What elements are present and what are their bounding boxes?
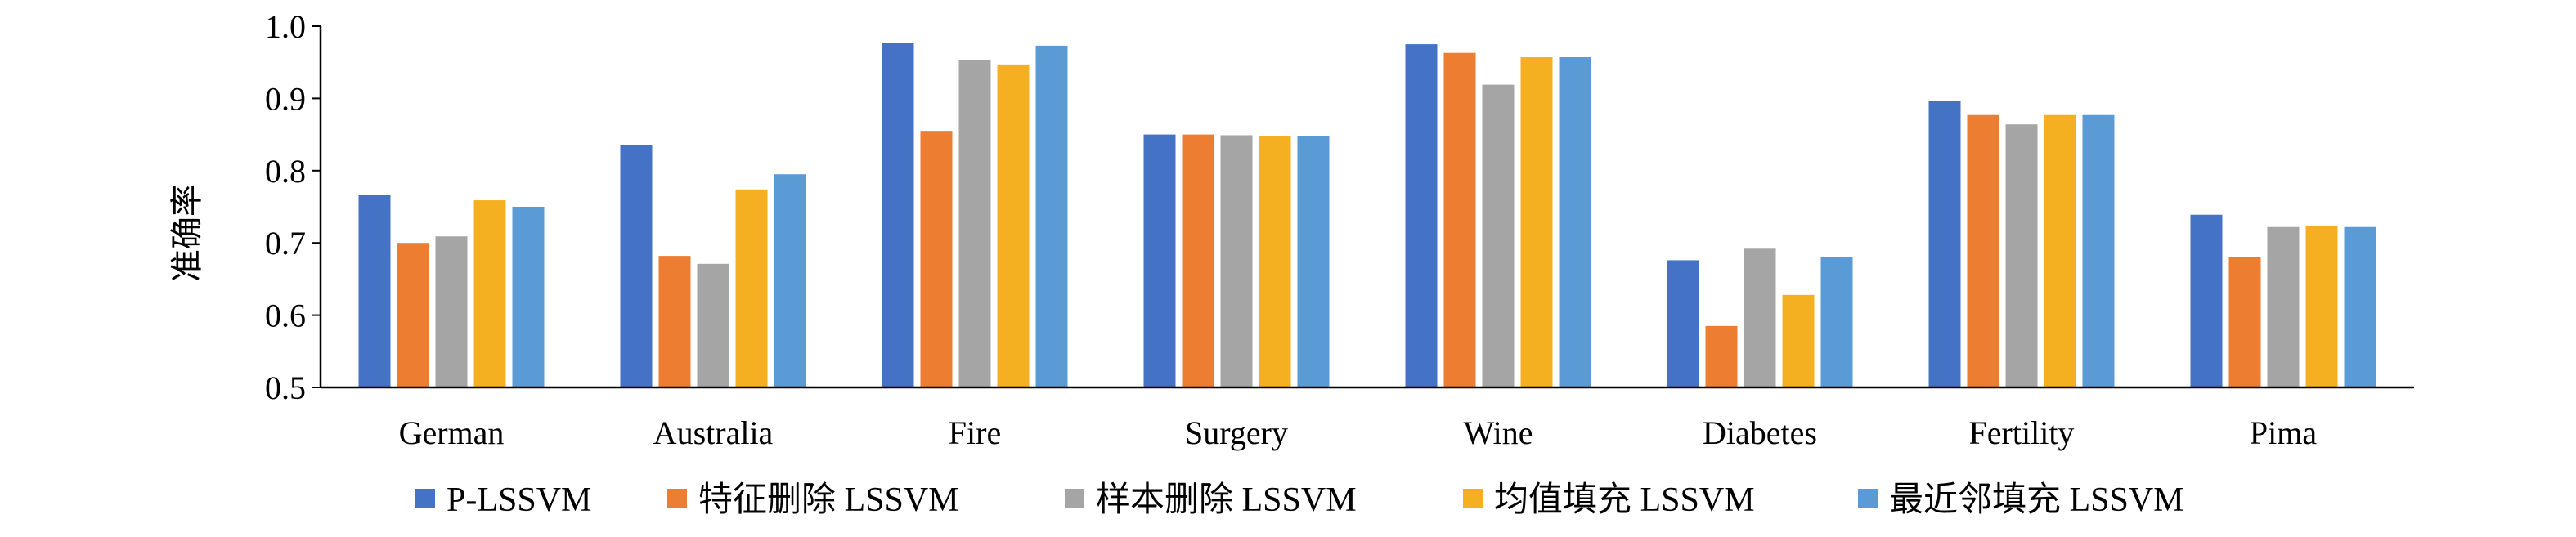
bar [2082,114,2115,387]
bar [1143,134,1176,387]
bar [1259,136,1291,388]
bar [1443,52,1476,387]
bar [2190,214,2223,387]
legend-label: 均值填充 LSSVM [1494,481,1755,519]
legend-swatch [1065,489,1084,508]
bar [997,64,1030,388]
y-tick-label: 0.7 [265,225,306,262]
legend-swatch [1463,489,1483,508]
legend-label: 特征删除 LSSVM [698,481,959,519]
bar [658,256,691,387]
y-tick-label: 0.5 [265,369,306,406]
bar [1559,57,1591,388]
axes [312,25,2414,389]
bar [1928,101,1961,387]
bar [1782,294,1815,387]
bar [1967,114,1999,387]
bar [473,200,506,387]
legend-swatch [415,489,435,508]
legend: P-LSSVM 特征删除 LSSVM 样本删除 LSSVM 均值填充 LSSVM 最近邻… [415,481,2184,519]
legend-label: 最近邻填充 LSSVM [1889,481,2184,519]
bar [1667,260,1699,387]
x-tick-label: Wine [1463,414,1533,451]
legend-label: 样本删除 LSSVM [1096,481,1357,519]
y-tick-label: 0.9 [265,80,306,117]
bar [920,131,953,387]
bar [697,263,729,387]
bar [1820,256,1853,387]
bar [1405,44,1438,387]
x-tick-label: Fertility [1969,414,2075,451]
y-tick-label: 0.8 [265,153,306,190]
legend-swatch [667,489,687,508]
bar [1520,57,1553,388]
x-tick-label: German [399,414,505,451]
bar [958,60,991,387]
bar [1482,84,1515,387]
bar [397,243,429,387]
bar [2044,114,2076,387]
bar [2344,226,2376,387]
bar [1744,248,1776,387]
bar [735,189,768,387]
y-tick-label: 1.0 [265,8,306,45]
x-tick-label: Fire [949,414,1001,451]
bar [620,145,653,388]
bar [1297,136,1330,388]
y-tick-label: 0.6 [265,298,306,334]
bar [512,207,545,387]
bar [2305,225,2338,387]
bar [1182,134,1214,387]
bar [774,174,806,387]
bar [358,194,391,387]
bar [1705,325,1738,387]
x-tick-label: Pima [2250,414,2317,451]
x-tick-labels: German Australia Fire Surgery Wine Diabetes Fe… [399,414,2318,451]
legend-swatch [1858,489,1878,508]
bar [435,236,468,387]
bar [1220,135,1253,387]
bar [2228,257,2261,387]
y-axis-title: 准确率 [168,184,206,282]
bar [882,43,914,387]
bar [2267,226,2300,387]
bar [2005,124,2038,387]
bars [358,43,2376,388]
legend-label: P-LSSVM [447,481,591,519]
x-tick-label: Diabetes [1703,414,1817,451]
bar [1035,45,1068,387]
x-tick-label: Australia [653,414,774,451]
x-tick-label: Surgery [1185,414,1288,451]
y-tick-labels: 0.5 0.6 0.7 0.8 0.9 1.0 [265,8,306,406]
